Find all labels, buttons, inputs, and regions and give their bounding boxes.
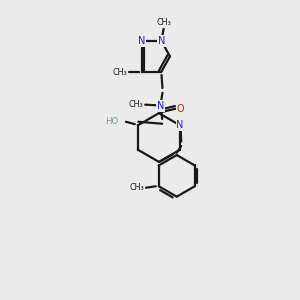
Text: O: O xyxy=(176,104,184,114)
Text: CH₃: CH₃ xyxy=(112,68,128,76)
Text: N: N xyxy=(157,101,165,111)
Text: CH₃: CH₃ xyxy=(156,18,171,27)
Text: CH₃: CH₃ xyxy=(130,183,144,192)
Text: N: N xyxy=(176,120,184,130)
Text: N: N xyxy=(138,36,146,46)
Text: N: N xyxy=(158,36,165,46)
Text: HO: HO xyxy=(106,117,119,126)
Text: CH₃: CH₃ xyxy=(129,100,144,109)
